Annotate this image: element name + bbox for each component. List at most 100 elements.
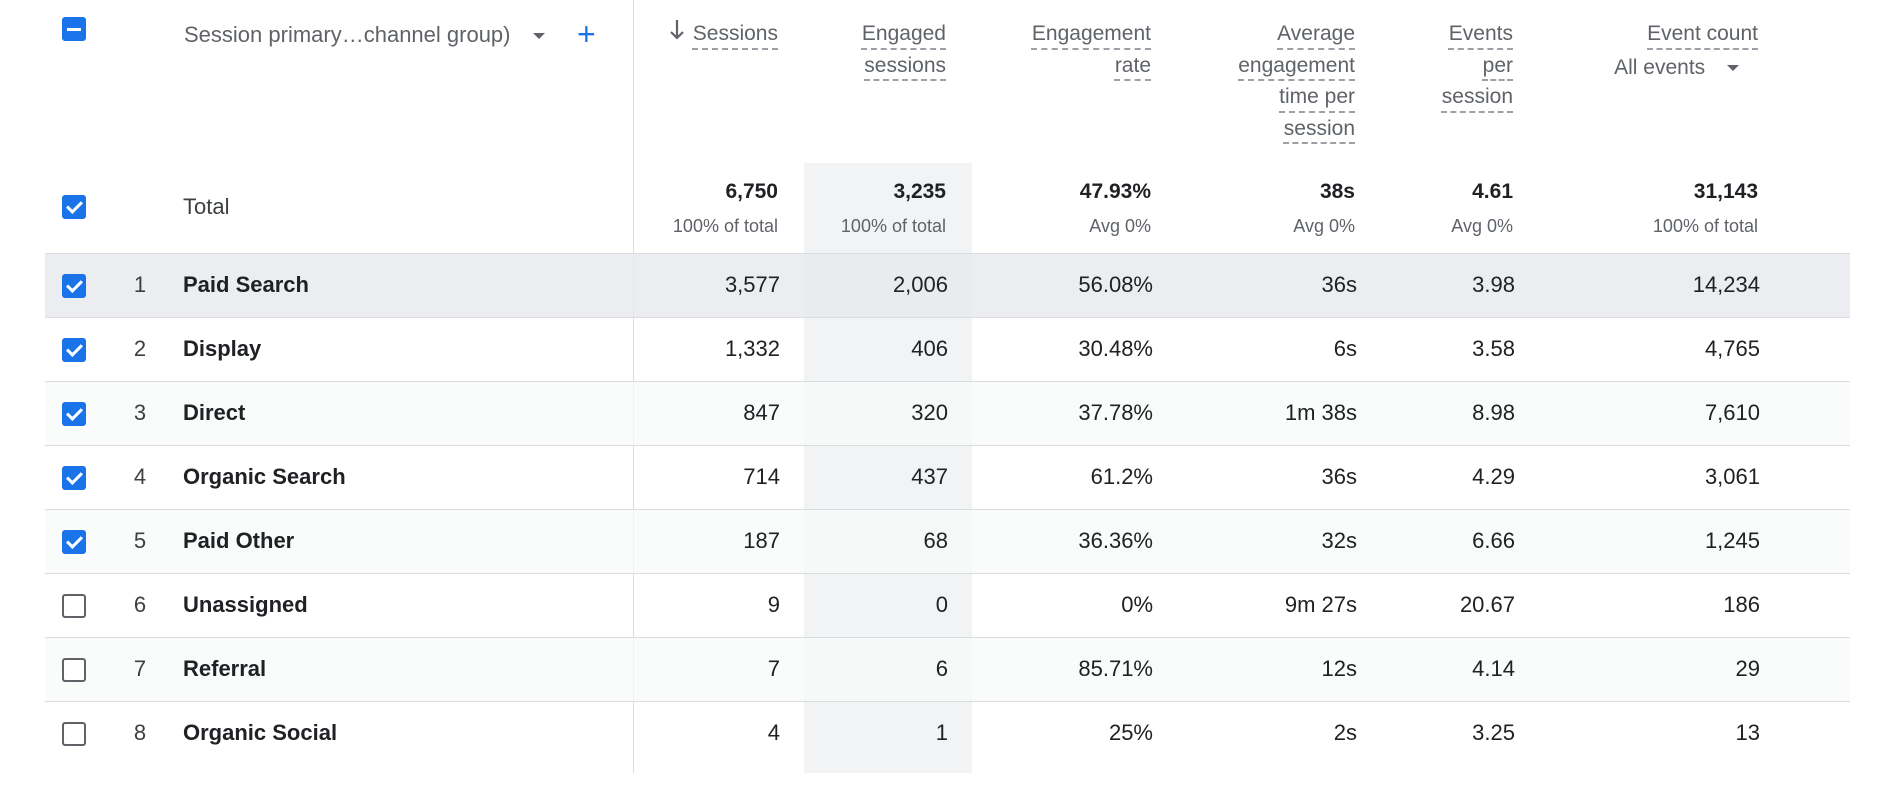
total-sessions: 6,750 <box>725 180 778 203</box>
select-all-checkbox[interactable] <box>62 17 86 41</box>
row-checkbox[interactable] <box>62 594 86 618</box>
row-channel-name: Paid Other <box>183 528 295 553</box>
row-engagement-rate: 85.71% <box>1078 656 1153 681</box>
row-checkbox[interactable] <box>62 466 86 490</box>
add-dimension-button[interactable]: + <box>577 16 596 52</box>
table-row[interactable]: 3 Direct 847 320 37.78% 1m 38s 8.98 7,61… <box>45 382 1850 446</box>
row-engagement-rate: 61.2% <box>1090 464 1153 489</box>
row-engagement-rate: 37.78% <box>1078 400 1153 425</box>
row-engagement-rate: 56.08% <box>1078 272 1153 297</box>
row-avg-engagement-time: 12s <box>1321 656 1357 681</box>
table-row[interactable]: 8 Organic Social 4 1 25% 2s 3.25 13 <box>45 702 1850 766</box>
row-avg-engagement-time: 6s <box>1333 336 1357 361</box>
row-event-count: 7,610 <box>1704 400 1760 425</box>
row-events-per-session: 4.14 <box>1472 656 1515 681</box>
total-event-count: 31,143 <box>1693 180 1758 203</box>
table-row[interactable]: 5 Paid Other 187 68 36.36% 32s 6.66 1,24… <box>45 510 1850 574</box>
row-avg-engagement-time: 1m 38s <box>1284 400 1357 425</box>
events-per-session-column-header[interactable]: Events per session <box>1442 18 1513 113</box>
event-filter-dropdown[interactable]: All events <box>1614 52 1739 83</box>
total-engaged-sessions-share: 100% of total <box>840 216 946 236</box>
total-engagement-rate-avg: Avg 0% <box>1089 216 1151 236</box>
row-checkbox[interactable] <box>62 274 86 298</box>
row-engagement-rate: 25% <box>1108 720 1153 745</box>
row-channel-name: Unassigned <box>183 592 308 617</box>
events-per-session-header-line: session <box>1441 85 1513 108</box>
row-rank: 1 <box>133 272 147 297</box>
row-rank: 6 <box>133 592 147 617</box>
row-event-count: 29 <box>1735 656 1760 681</box>
total-avg-engagement-time-avg: Avg 0% <box>1293 216 1355 236</box>
row-sessions: 3,577 <box>724 272 780 297</box>
row-rank: 5 <box>133 528 147 553</box>
event-filter-label: All events <box>1614 56 1706 79</box>
row-engaged-sessions: 406 <box>911 336 948 361</box>
table-row[interactable]: 6 Unassigned 9 0 0% 9m 27s 20.67 186 <box>45 574 1850 638</box>
row-checkbox[interactable] <box>62 338 86 362</box>
row-engagement-rate: 0% <box>1121 592 1153 617</box>
row-avg-engagement-time: 32s <box>1321 528 1357 553</box>
row-checkbox[interactable] <box>62 402 86 426</box>
event-count-column-header[interactable]: Event count <box>1647 18 1758 50</box>
row-events-per-session: 4.29 <box>1472 464 1515 489</box>
row-channel-name: Referral <box>183 656 267 681</box>
row-events-per-session: 8.98 <box>1472 400 1515 425</box>
totals-label: Total <box>183 194 230 219</box>
row-event-count: 186 <box>1723 592 1760 617</box>
table-row[interactable]: 2 Display 1,332 406 30.48% 6s 3.58 4,765 <box>45 318 1850 382</box>
engagement-rate-header-line: rate <box>1114 53 1151 77</box>
row-channel-name: Organic Social <box>183 720 338 745</box>
row-rank: 2 <box>133 336 147 361</box>
avg-engagement-time-header-line: session <box>1283 116 1355 140</box>
dimension-selector[interactable]: Session primary…channel group) <box>184 22 545 48</box>
row-events-per-session: 3.58 <box>1472 336 1515 361</box>
total-sessions-share: 100% of total <box>672 216 778 236</box>
caret-down-icon <box>1727 65 1739 72</box>
row-sessions: 7 <box>767 656 780 681</box>
row-engaged-sessions: 320 <box>911 400 948 425</box>
row-rank: 3 <box>133 400 147 425</box>
row-sessions: 1,332 <box>724 336 780 361</box>
avg-engagement-time-column-header[interactable]: Average engagement time per session <box>1238 18 1355 144</box>
row-channel-name: Direct <box>183 400 246 425</box>
row-events-per-session: 3.98 <box>1472 272 1515 297</box>
row-engagement-rate: 36.36% <box>1078 528 1153 553</box>
row-engagement-rate: 30.48% <box>1078 336 1153 361</box>
row-checkbox[interactable] <box>62 530 86 554</box>
row-events-per-session: 6.66 <box>1472 528 1515 553</box>
totals-checkbox[interactable] <box>62 195 86 219</box>
engagement-rate-column-header[interactable]: Engagement rate <box>1032 18 1151 81</box>
row-event-count: 1,245 <box>1704 528 1760 553</box>
table-row[interactable]: 7 Referral 7 6 85.71% 12s 4.14 29 <box>45 638 1850 702</box>
total-engagement-rate: 47.93% <box>1079 180 1151 203</box>
engaged-sessions-column-header[interactable]: Engaged sessions <box>862 18 946 81</box>
row-sessions: 187 <box>743 528 780 553</box>
row-event-count: 13 <box>1735 720 1760 745</box>
sessions-column-header[interactable]: Sessions <box>669 18 778 50</box>
row-events-per-session: 20.67 <box>1459 592 1515 617</box>
row-engaged-sessions: 6 <box>935 656 948 681</box>
row-events-per-session: 3.25 <box>1472 720 1515 745</box>
row-checkbox[interactable] <box>62 658 86 682</box>
table-row[interactable]: 4 Organic Search 714 437 61.2% 36s 4.29 … <box>45 446 1850 510</box>
total-events-per-session-avg: Avg 0% <box>1451 216 1513 236</box>
row-avg-engagement-time: 36s <box>1321 272 1357 297</box>
total-events-per-session: 4.61 <box>1472 180 1513 203</box>
events-per-session-header-line: Events <box>1448 22 1513 45</box>
row-sessions: 714 <box>743 464 780 489</box>
row-event-count: 14,234 <box>1692 272 1760 297</box>
row-event-count: 3,061 <box>1704 464 1760 489</box>
arrow-down-icon <box>669 19 685 51</box>
row-checkbox[interactable] <box>62 722 86 746</box>
total-engaged-sessions: 3,235 <box>893 180 946 203</box>
table-row[interactable]: 1 Paid Search 3,577 2,006 56.08% 36s 3.9… <box>45 254 1850 318</box>
events-per-session-header-line: per <box>1482 53 1513 77</box>
sessions-header-label: Sessions <box>692 22 778 45</box>
row-sessions: 847 <box>743 400 780 425</box>
row-rank: 8 <box>133 720 147 745</box>
row-engaged-sessions: 0 <box>935 592 948 617</box>
row-rank: 7 <box>133 656 147 681</box>
totals-divider <box>45 253 1850 254</box>
row-sessions: 4 <box>767 720 780 745</box>
avg-engagement-time-header-line: engagement <box>1238 53 1355 77</box>
